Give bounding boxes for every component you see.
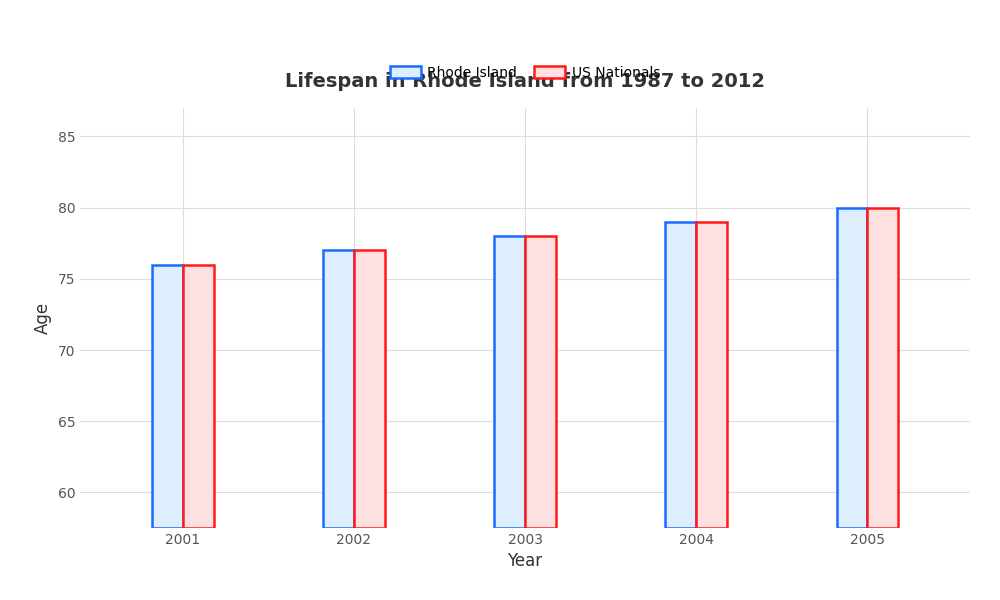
Bar bbox=[665, 222, 696, 528]
Bar bbox=[183, 265, 214, 528]
Title: Lifespan in Rhode Island from 1987 to 2012: Lifespan in Rhode Island from 1987 to 20… bbox=[285, 72, 765, 91]
Legend: Rhode Island, US Nationals: Rhode Island, US Nationals bbox=[384, 61, 666, 85]
Bar bbox=[354, 250, 385, 528]
Bar bbox=[323, 250, 354, 528]
Bar bbox=[525, 236, 556, 528]
X-axis label: Year: Year bbox=[507, 553, 543, 571]
Bar bbox=[837, 208, 867, 528]
Bar bbox=[152, 265, 183, 528]
Bar bbox=[696, 222, 727, 528]
Y-axis label: Age: Age bbox=[34, 302, 52, 334]
Bar bbox=[867, 208, 898, 528]
Bar bbox=[494, 236, 525, 528]
